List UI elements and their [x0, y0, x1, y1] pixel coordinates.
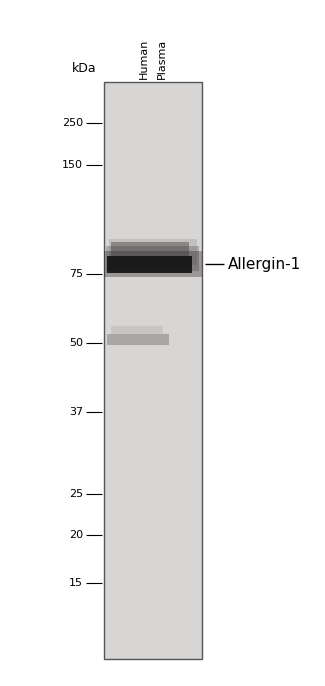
FancyBboxPatch shape [111, 327, 162, 335]
Text: 50: 50 [69, 338, 83, 348]
FancyBboxPatch shape [111, 242, 188, 256]
Text: 37: 37 [69, 407, 83, 416]
Text: 15: 15 [69, 578, 83, 588]
Text: 75: 75 [69, 270, 83, 279]
Text: kDa: kDa [72, 62, 96, 75]
FancyBboxPatch shape [104, 251, 202, 277]
FancyBboxPatch shape [107, 255, 192, 272]
Text: 20: 20 [69, 530, 83, 540]
Text: 250: 250 [62, 119, 83, 128]
Text: Plasma: Plasma [157, 38, 167, 79]
FancyBboxPatch shape [107, 246, 199, 272]
FancyBboxPatch shape [107, 335, 169, 344]
Text: 25: 25 [69, 489, 83, 499]
FancyBboxPatch shape [109, 239, 197, 265]
Text: Allergin-1: Allergin-1 [227, 257, 301, 272]
Text: 150: 150 [62, 160, 83, 169]
FancyBboxPatch shape [104, 82, 202, 659]
Text: Human: Human [139, 38, 149, 79]
